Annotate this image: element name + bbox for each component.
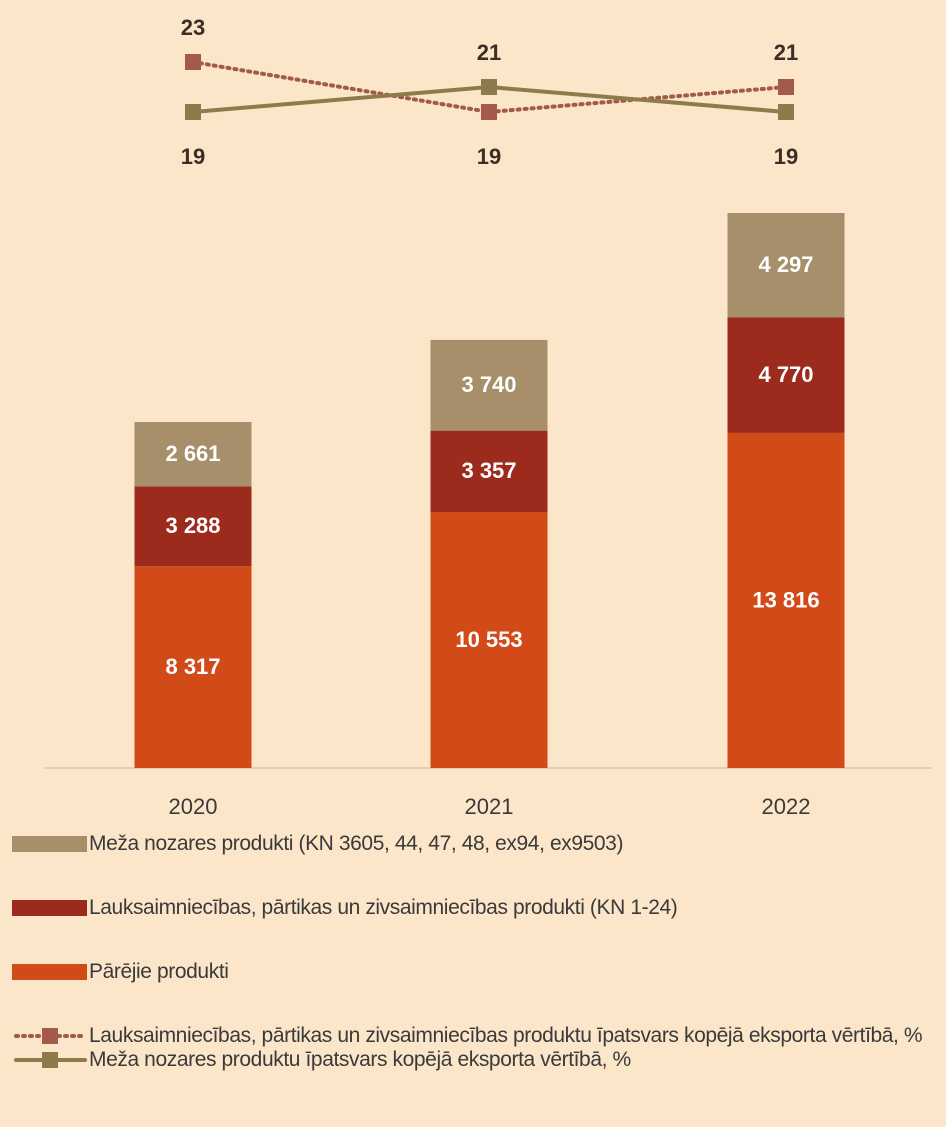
line-marker [778, 104, 794, 120]
legend: Meža nozares produkti (KN 3605, 44, 47, … [12, 832, 942, 1072]
value-label: 13 816 [752, 587, 819, 612]
line-marker [778, 79, 794, 95]
line-value-label: 19 [181, 144, 205, 169]
legend-rect [12, 964, 87, 980]
value-label: 10 553 [455, 627, 522, 652]
chart: 2020 8 317 3 288 2 661 2021 10 553 3 357 3 740 2… [45, 15, 932, 819]
legend-item: Lauksaimniecības, pārtikas un zivsaimnie… [12, 896, 942, 920]
bar-segment [727, 213, 845, 318]
line-value-label: 19 [477, 144, 501, 169]
legend-label: Meža nozares produkti (KN 3605, 44, 47, … [89, 832, 624, 855]
line-marker [185, 104, 201, 120]
bar-segment [134, 486, 252, 567]
legend-marker [42, 1052, 58, 1068]
value-label: 8 317 [165, 654, 220, 679]
line-marker [185, 54, 201, 70]
bar-segment [727, 432, 845, 768]
line-value-label: 21 [477, 40, 501, 65]
bar-segment [727, 317, 845, 433]
line-value-label: 19 [774, 144, 798, 169]
legend-label: Lauksaimniecības, pārtikas un zivsaimnie… [89, 896, 678, 919]
x-tick-label: 2021 [465, 794, 514, 819]
value-label: 3 740 [461, 372, 516, 397]
legend-marker [42, 1028, 58, 1044]
value-label: 3 288 [165, 513, 220, 538]
value-label: 4 297 [758, 252, 813, 277]
line-marker [481, 104, 497, 120]
bar-segment [430, 430, 548, 513]
legend-item: Meža nozares produkti (KN 3605, 44, 47, … [12, 832, 942, 856]
legend-swatch [14, 1028, 87, 1044]
legend-item: Pārējie produkti [12, 960, 942, 984]
x-tick-label: 2020 [169, 794, 218, 819]
line-value-label: 23 [181, 15, 205, 40]
x-tick-label: 2022 [762, 794, 811, 819]
value-label: 3 357 [461, 458, 516, 483]
bar-segment [134, 421, 252, 487]
bar-segment [430, 339, 548, 431]
legend-swatch [12, 964, 87, 980]
legend-rect [12, 836, 87, 852]
legend-swatch [12, 836, 87, 852]
legend-swatch [14, 1052, 87, 1068]
legend-item: Meža nozares produktu īpatsvars kopējā e… [12, 1048, 942, 1072]
line-marker [481, 79, 497, 95]
bar-segment [430, 512, 548, 768]
value-label: 2 661 [165, 441, 220, 466]
legend-label: Lauksaimniecības, pārtikas un zivsaimnie… [89, 1024, 923, 1047]
legend-rect [12, 900, 87, 916]
line-value-label: 21 [774, 40, 798, 65]
legend-swatch [12, 900, 87, 916]
value-label: 4 770 [758, 362, 813, 387]
legend-item: Lauksaimniecības, pārtikas un zivsaimnie… [12, 1024, 942, 1048]
legend-label: Meža nozares produktu īpatsvars kopējā e… [89, 1048, 631, 1071]
legend-label: Pārējie produkti [89, 960, 229, 983]
bar-segment [134, 566, 252, 768]
